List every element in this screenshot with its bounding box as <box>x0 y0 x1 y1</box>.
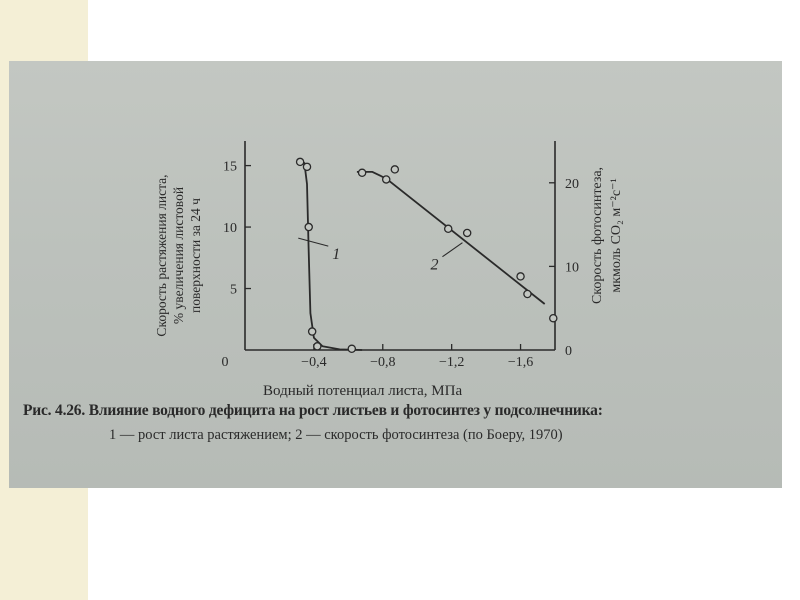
y-axis-left-label-line: % увеличения листовой <box>171 187 186 324</box>
y-left-tick-label: 5 <box>230 283 237 298</box>
figure-caption: Рис. 4.26. Влияние водного дефицита на р… <box>23 399 773 447</box>
x-tick-label: −0,4 <box>301 355 326 370</box>
chart-ticks: 0 −0,4 −0,8 −1,2 −1,6 5 10 15 0 10 20 <box>222 160 580 370</box>
chart-canvas: 0 −0,4 −0,8 −1,2 −1,6 5 10 15 0 10 20 Скорость рас… <box>154 141 624 370</box>
series-1-line <box>296 158 363 351</box>
series-2-line <box>356 171 546 305</box>
y-right-tick-label: 0 <box>565 344 572 359</box>
y-left-tick-label: 15 <box>223 160 237 175</box>
series-1-point <box>295 157 305 167</box>
series-1-point <box>347 344 357 354</box>
series-2-point <box>357 168 367 178</box>
x-tick-label: 0 <box>222 355 229 370</box>
y-axis-right-label-line: мкмоль CO₂ м⁻²с⁻¹ <box>609 178 624 292</box>
y-right-tick-label: 10 <box>565 260 579 275</box>
x-axis-label: Водный потенциал листа, МПа <box>263 383 463 399</box>
chart-labels: Скорость растяжения листа,% увеличения л… <box>154 167 624 337</box>
x-tick-label: −1,2 <box>439 355 464 370</box>
series-2-point <box>549 313 558 323</box>
figure-photo: 0 −0,4 −0,8 −1,2 −1,6 5 10 15 0 10 20 Скорость рас… <box>9 61 782 488</box>
series-2-label: 2 <box>430 257 438 274</box>
series-2-point <box>381 175 391 184</box>
caption-title: Рис. 4.26. Влияние водного дефицита на р… <box>23 402 603 419</box>
series-2-point <box>390 165 400 174</box>
caption-legend: 1 — рост листа растяжением; 2 — скорость… <box>109 427 563 443</box>
series-1-point <box>304 222 313 232</box>
y-left-tick-label: 10 <box>223 221 237 236</box>
series-1-point <box>302 162 312 172</box>
y-axis-left-label-line: Скорость растяжения листа, <box>154 174 169 336</box>
series-2-point <box>523 289 532 299</box>
x-tick-label: −1,6 <box>508 355 533 370</box>
chart-axes <box>244 141 556 351</box>
series-1-point <box>313 342 322 351</box>
series-1-label: 1 <box>332 246 340 263</box>
series-1-leader-line <box>298 237 329 247</box>
y-axis-right-label-line: Скорость фотосинтеза, <box>590 167 605 304</box>
y-axis-right-label: Скорость фотосинтеза, мкмоль CO₂ м⁻²с⁻¹ <box>590 167 624 304</box>
series-2-point <box>516 272 525 281</box>
y-axis-left-label-line: поверхности за 24 ч <box>188 198 203 313</box>
series-1-point <box>307 327 317 336</box>
chart-points <box>295 157 558 354</box>
y-axis-left-label: Скорость растяжения листа,% увеличения л… <box>154 174 203 336</box>
series-2-point <box>443 224 453 234</box>
y-right-tick-label: 20 <box>565 177 579 192</box>
series-2-point <box>462 228 472 238</box>
series-2-leader-line <box>442 242 463 258</box>
x-tick-label: −0,8 <box>370 355 395 370</box>
